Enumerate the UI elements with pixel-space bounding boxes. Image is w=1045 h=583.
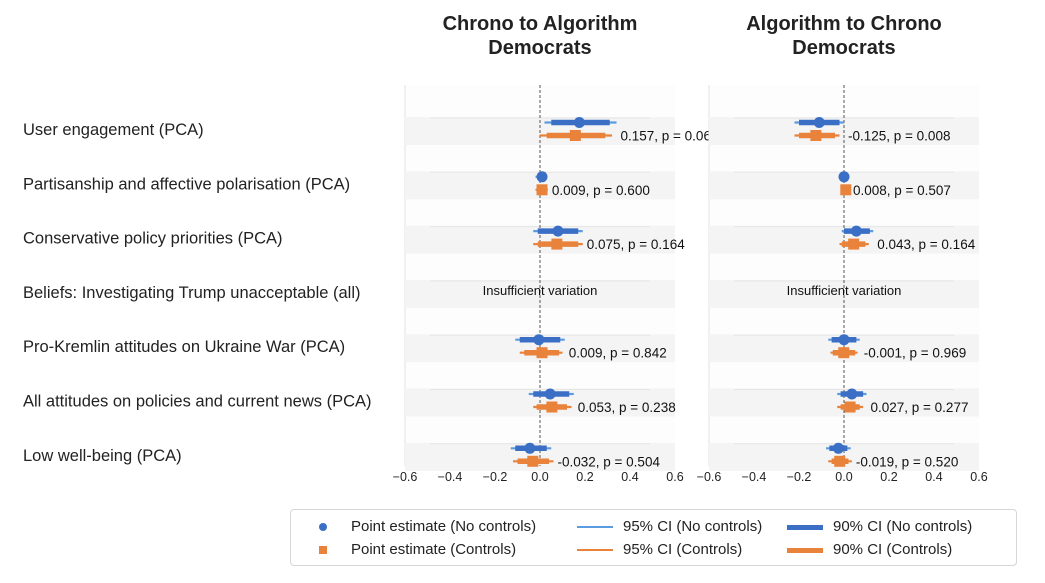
- point-estimate-no-controls: [850, 225, 862, 237]
- panel-title: Chrono to Algorithm: [443, 13, 638, 35]
- row-band: [709, 279, 979, 308]
- x-tick-label: −0.2: [483, 470, 508, 484]
- panel-title: Algorithm to Chrono: [746, 13, 942, 35]
- legend-item-point-nc: Point estimate (No controls): [305, 518, 536, 535]
- point-estimate-no-controls: [838, 334, 850, 346]
- point-estimate-no-controls: [846, 388, 858, 400]
- row-label: Beliefs: Investigating Trump unacceptabl…: [23, 284, 361, 302]
- point-estimate-no-controls: [813, 117, 825, 128]
- x-tick-label: 0.2: [880, 470, 897, 484]
- x-tick-label: 0.4: [925, 470, 942, 484]
- point-estimate-controls: [848, 238, 860, 250]
- estimate-annotation: 0.043, p = 0.164: [877, 237, 975, 252]
- legend-symbol-thick-line: [787, 519, 823, 535]
- row-band: [405, 279, 675, 308]
- row-label: Conservative policy priorities (PCA): [23, 230, 283, 248]
- point-estimate-no-controls: [573, 117, 585, 128]
- point-estimate-no-controls: [552, 225, 564, 237]
- point-estimate-controls: [551, 238, 563, 250]
- panel-title: Democrats: [488, 37, 591, 59]
- insufficient-variation-label: Insufficient variation: [483, 283, 598, 298]
- estimate-annotation: -0.125, p = 0.008: [848, 129, 950, 144]
- x-tick-label: −0.6: [393, 470, 418, 484]
- insufficient-variation-label: Insufficient variation: [787, 283, 902, 298]
- x-tick-label: 0.6: [970, 470, 987, 484]
- estimate-annotation: 0.009, p = 0.842: [569, 346, 667, 361]
- x-tick-label: 0.4: [621, 470, 638, 484]
- legend-item-ci90-nc: 90% CI (No controls): [787, 518, 972, 535]
- estimate-annotation: 0.053, p = 0.238: [578, 400, 676, 415]
- legend-label: Point estimate (Controls): [351, 541, 517, 558]
- estimate-annotation: 0.027, p = 0.277: [871, 400, 969, 415]
- estimate-annotation: -0.032, p = 0.504: [558, 454, 661, 469]
- row-label: User engagement (PCA): [23, 121, 204, 139]
- x-tick-label: −0.4: [438, 470, 463, 484]
- estimate-annotation: 0.075, p = 0.164: [587, 237, 685, 252]
- point-estimate-controls: [838, 347, 850, 359]
- x-tick-label: 0.0: [531, 470, 548, 484]
- point-estimate-no-controls: [544, 388, 556, 400]
- x-tick-label: 0.2: [576, 470, 593, 484]
- legend-label: 95% CI (Controls): [623, 541, 743, 558]
- legend-item-ci90-c: 90% CI (Controls): [787, 541, 952, 558]
- row-label: Pro-Kremlin attitudes on Ukraine War (PC…: [23, 338, 345, 356]
- point-estimate-controls: [569, 130, 581, 141]
- legend-label: 90% CI (Controls): [833, 541, 953, 558]
- point-estimate-controls: [536, 184, 548, 196]
- row-label: Low well-being (PCA): [23, 447, 182, 465]
- legend-symbol-square: [305, 542, 341, 558]
- coefficient-chart: User engagement (PCA) Partisanship and af…: [23, 13, 988, 484]
- legend-symbol-circle: [305, 519, 341, 535]
- panel-title: Democrats: [792, 37, 895, 59]
- legend-symbol-thin-line: [577, 542, 613, 558]
- estimate-annotation: 0.008, p = 0.507: [853, 183, 951, 198]
- x-tick-label: −0.4: [742, 470, 767, 484]
- point-estimate-no-controls: [832, 442, 844, 454]
- row-label: Partisanship and affective polarisation …: [23, 175, 350, 193]
- estimate-annotation: 0.157, p = 0.065: [621, 129, 719, 144]
- legend-item-ci95-nc: 95% CI (No controls): [577, 518, 762, 535]
- point-estimate-no-controls: [533, 334, 545, 346]
- point-estimate-controls: [810, 130, 822, 141]
- row-label: All attitudes on policies and current ne…: [23, 393, 372, 411]
- point-estimate-controls: [546, 401, 558, 413]
- point-estimate-controls: [536, 347, 548, 359]
- x-tick-label: 0.0: [835, 470, 852, 484]
- x-tick-label: −0.6: [697, 470, 722, 484]
- legend-item-ci95-c: 95% CI (Controls): [577, 541, 742, 558]
- estimate-annotation: 0.009, p = 0.600: [552, 183, 650, 198]
- point-estimate-controls: [844, 401, 856, 413]
- legend-label: Point estimate (No controls): [351, 518, 537, 535]
- point-estimate-controls: [834, 455, 846, 467]
- estimate-annotation: -0.001, p = 0.969: [864, 346, 966, 361]
- legend: Point estimate (No controls) Point estim…: [290, 509, 1017, 566]
- point-estimate-no-controls: [536, 171, 548, 183]
- legend-label: 90% CI (No controls): [833, 518, 973, 535]
- legend-symbol-thin-line: [577, 519, 613, 535]
- point-estimate-no-controls: [838, 171, 850, 183]
- point-estimate-controls: [840, 184, 852, 196]
- legend-item-point-c: Point estimate (Controls): [305, 541, 516, 558]
- point-estimate-no-controls: [524, 442, 536, 454]
- estimate-annotation: -0.019, p = 0.520: [856, 454, 958, 469]
- x-tick-label: 0.6: [666, 470, 683, 484]
- legend-symbol-thick-line: [787, 542, 823, 558]
- point-estimate-controls: [527, 455, 539, 467]
- x-tick-label: −0.2: [787, 470, 812, 484]
- legend-label: 95% CI (No controls): [623, 518, 763, 535]
